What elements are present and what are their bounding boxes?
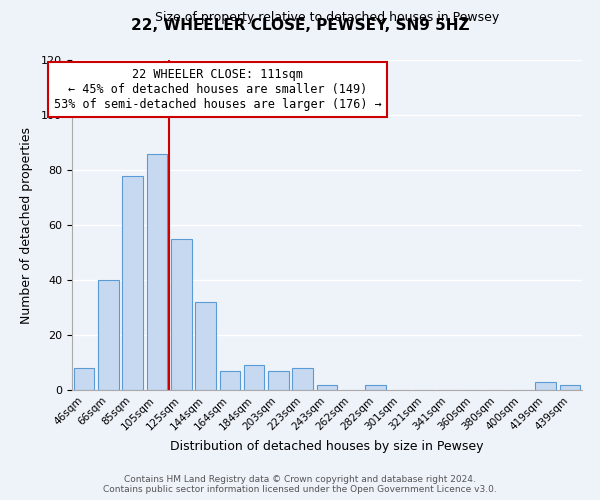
Bar xyxy=(220,371,240,390)
Bar xyxy=(560,384,580,390)
Bar xyxy=(317,384,337,390)
Bar xyxy=(122,176,143,390)
Bar xyxy=(244,365,265,390)
Bar xyxy=(98,280,119,390)
Bar xyxy=(535,382,556,390)
Text: 22 WHEELER CLOSE: 111sqm
← 45% of detached houses are smaller (149)
53% of semi-: 22 WHEELER CLOSE: 111sqm ← 45% of detach… xyxy=(54,68,382,112)
Bar xyxy=(171,239,191,390)
Title: Size of property relative to detached houses in Pewsey: Size of property relative to detached ho… xyxy=(155,11,499,24)
Bar xyxy=(292,368,313,390)
Text: 22, WHEELER CLOSE, PEWSEY, SN9 5HZ: 22, WHEELER CLOSE, PEWSEY, SN9 5HZ xyxy=(131,18,469,32)
Y-axis label: Number of detached properties: Number of detached properties xyxy=(20,126,33,324)
Text: Contains public sector information licensed under the Open Government Licence v3: Contains public sector information licen… xyxy=(103,485,497,494)
Text: Contains HM Land Registry data © Crown copyright and database right 2024.: Contains HM Land Registry data © Crown c… xyxy=(124,475,476,484)
Bar xyxy=(74,368,94,390)
X-axis label: Distribution of detached houses by size in Pewsey: Distribution of detached houses by size … xyxy=(170,440,484,453)
Bar xyxy=(268,371,289,390)
Bar xyxy=(195,302,216,390)
Bar xyxy=(146,154,167,390)
Bar xyxy=(365,384,386,390)
